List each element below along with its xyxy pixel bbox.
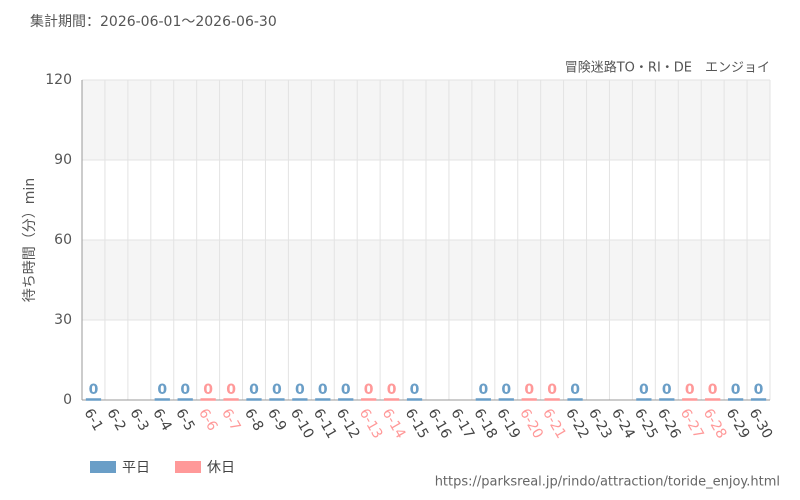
bar [498, 398, 514, 401]
y-tick-label: 60 [54, 232, 72, 248]
data-label: 0 [547, 382, 557, 398]
x-tick-label: 6-9 [264, 406, 289, 434]
x-tick-label: 6-10 [287, 406, 317, 442]
data-label: 0 [639, 382, 649, 398]
x-tick-label: 6-17 [447, 406, 477, 442]
y-tick-label: 30 [54, 312, 72, 328]
x-tick-label: 6-19 [493, 406, 523, 442]
x-tick-label: 6-13 [356, 406, 386, 442]
bar [567, 398, 583, 401]
y-tick-label: 120 [45, 72, 72, 88]
x-tick-label: 6-11 [310, 406, 340, 442]
data-label: 0 [478, 382, 488, 398]
x-tick-label: 6-21 [539, 406, 569, 442]
bar [177, 398, 193, 401]
bar [315, 398, 331, 401]
data-label: 0 [387, 382, 397, 398]
x-tick-label: 6-15 [402, 406, 432, 442]
x-tick-label: 6-30 [746, 406, 776, 442]
bar [383, 398, 400, 401]
legend-label: 休日 [207, 460, 235, 476]
data-label: 0 [410, 382, 420, 398]
bar [659, 398, 675, 401]
data-label: 0 [157, 382, 167, 398]
bar [406, 398, 423, 401]
y-tick-label: 90 [54, 152, 72, 168]
x-tick-label: 6-1 [81, 406, 106, 434]
x-tick-label: 6-24 [608, 406, 638, 442]
x-tick-label: 6-8 [241, 406, 266, 434]
x-tick-label: 6-25 [631, 406, 661, 442]
legend-label: 平日 [122, 460, 150, 476]
bar [705, 398, 721, 401]
data-label: 0 [89, 382, 99, 398]
x-tick-label: 6-16 [425, 406, 455, 442]
data-label: 0 [364, 382, 374, 398]
bar [750, 398, 767, 401]
bar [361, 398, 377, 401]
y-tick-label: 0 [63, 392, 72, 408]
x-tick-label: 6-5 [172, 406, 197, 434]
bar [269, 398, 285, 401]
data-label: 0 [341, 382, 351, 398]
data-label: 0 [731, 382, 741, 398]
source-url: https://parksreal.jp/rindo/attraction/to… [435, 475, 780, 490]
data-label: 0 [295, 382, 305, 398]
data-label: 0 [685, 382, 695, 398]
data-label: 0 [501, 382, 511, 398]
bar [521, 398, 537, 401]
x-tick-label: 6-29 [723, 406, 753, 442]
x-tick-label: 6-22 [562, 406, 592, 442]
x-tick-label: 6-6 [195, 406, 220, 434]
bar [246, 398, 262, 401]
chart-subtitle: 冒険迷路TO・RI・DE エンジョイ [565, 60, 770, 76]
legend-swatch [90, 461, 116, 473]
x-tick-label: 6-23 [585, 406, 615, 442]
bar [475, 398, 491, 401]
x-tick-label: 6-2 [103, 406, 128, 434]
x-tick-label: 6-14 [379, 406, 409, 442]
data-label: 0 [524, 382, 534, 398]
x-tick-label: 6-12 [333, 406, 363, 442]
data-label: 0 [662, 382, 672, 398]
data-label: 0 [318, 382, 328, 398]
bar [292, 398, 308, 401]
data-label: 0 [203, 382, 213, 398]
data-label: 0 [272, 382, 282, 398]
chart-title: 集計期間：2026-06-01～2026-06-30 [30, 13, 277, 30]
x-tick-label: 6-7 [218, 406, 243, 434]
x-tick-label: 6-20 [516, 406, 546, 442]
bar [544, 398, 560, 401]
data-label: 0 [180, 382, 190, 398]
data-label: 0 [570, 382, 580, 398]
bar [636, 398, 652, 401]
legend-swatch [175, 461, 201, 473]
x-tick-label: 6-27 [677, 406, 707, 442]
bar [682, 398, 698, 401]
bar [338, 398, 354, 401]
data-label: 0 [249, 382, 259, 398]
bar [154, 398, 170, 401]
x-tick-label: 6-3 [126, 406, 151, 434]
bar [223, 398, 239, 401]
bar [85, 398, 102, 401]
x-tick-label: 6-26 [654, 406, 684, 442]
x-tick-label: 6-18 [470, 406, 500, 442]
data-label: 0 [754, 382, 764, 398]
bar [200, 398, 216, 401]
y-axis-label: 待ち時間（分）min [22, 178, 38, 302]
bar [727, 398, 744, 401]
data-label: 0 [708, 382, 718, 398]
x-tick-label: 6-4 [149, 406, 174, 434]
x-tick-label: 6-28 [700, 406, 730, 442]
data-label: 0 [226, 382, 236, 398]
